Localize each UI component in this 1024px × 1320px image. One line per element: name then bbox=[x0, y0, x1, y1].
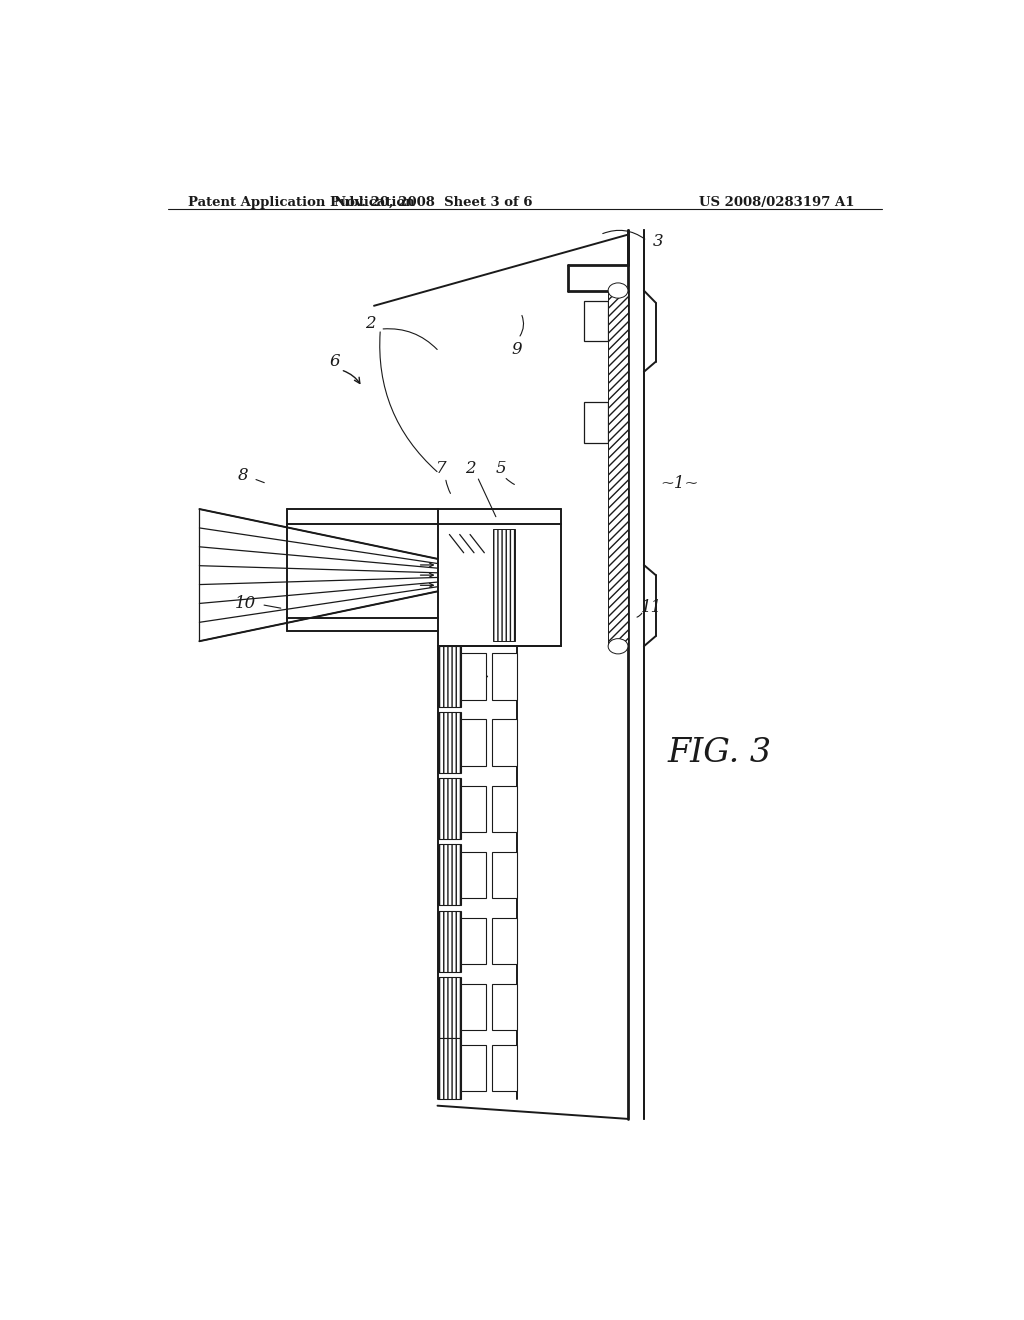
Text: 11: 11 bbox=[641, 599, 663, 616]
Bar bbox=[494, 529, 515, 642]
Bar bbox=[461, 983, 486, 1031]
Bar bbox=[493, 653, 517, 700]
Text: US 2008/0283197 A1: US 2008/0283197 A1 bbox=[699, 195, 855, 209]
Bar bbox=[493, 785, 517, 833]
Bar bbox=[608, 290, 628, 647]
Ellipse shape bbox=[608, 282, 628, 298]
Bar bbox=[437, 911, 461, 972]
Bar bbox=[461, 785, 486, 833]
Text: 2: 2 bbox=[466, 459, 476, 477]
Bar bbox=[493, 851, 517, 899]
Text: 3: 3 bbox=[653, 234, 664, 251]
Bar bbox=[461, 851, 486, 899]
Bar bbox=[461, 719, 486, 766]
Text: 6: 6 bbox=[329, 354, 340, 370]
Text: 7: 7 bbox=[436, 459, 446, 477]
Bar bbox=[437, 779, 461, 840]
Text: 8: 8 bbox=[238, 467, 249, 484]
Bar bbox=[437, 647, 461, 708]
Bar bbox=[585, 403, 608, 444]
Text: 10: 10 bbox=[234, 595, 256, 612]
Text: 9: 9 bbox=[512, 341, 522, 358]
Text: Patent Application Publication: Patent Application Publication bbox=[187, 195, 415, 209]
Bar bbox=[585, 301, 608, 342]
Bar bbox=[437, 977, 461, 1038]
Bar bbox=[437, 1038, 461, 1098]
Text: FIG. 3: FIG. 3 bbox=[668, 737, 771, 770]
Bar bbox=[437, 845, 461, 906]
Bar bbox=[493, 719, 517, 766]
Bar bbox=[437, 713, 461, 774]
Text: 5: 5 bbox=[496, 459, 506, 477]
Bar bbox=[461, 1044, 486, 1092]
Bar bbox=[493, 1044, 517, 1092]
Text: ~1~: ~1~ bbox=[660, 475, 698, 492]
Bar bbox=[493, 917, 517, 965]
Bar bbox=[461, 653, 486, 700]
Bar bbox=[493, 983, 517, 1031]
Text: 2: 2 bbox=[365, 314, 376, 331]
Text: Nov. 20, 2008  Sheet 3 of 6: Nov. 20, 2008 Sheet 3 of 6 bbox=[334, 195, 532, 209]
Bar bbox=[461, 917, 486, 965]
Ellipse shape bbox=[608, 639, 628, 653]
